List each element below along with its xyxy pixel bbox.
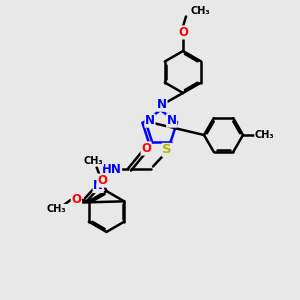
Text: CH₃: CH₃ bbox=[190, 6, 210, 16]
Text: CH₃: CH₃ bbox=[255, 130, 274, 140]
Text: O: O bbox=[141, 142, 151, 155]
Text: S: S bbox=[162, 143, 172, 157]
Text: O: O bbox=[97, 174, 107, 187]
Text: O: O bbox=[71, 193, 81, 206]
Text: O: O bbox=[178, 26, 188, 39]
Text: H: H bbox=[72, 196, 81, 206]
Text: N: N bbox=[157, 98, 167, 111]
Text: HN: HN bbox=[102, 163, 122, 176]
Text: N: N bbox=[93, 179, 103, 193]
Text: N: N bbox=[145, 114, 155, 127]
Text: CH₃: CH₃ bbox=[47, 204, 67, 214]
Text: N: N bbox=[167, 114, 177, 127]
Text: CH₃: CH₃ bbox=[84, 156, 103, 166]
